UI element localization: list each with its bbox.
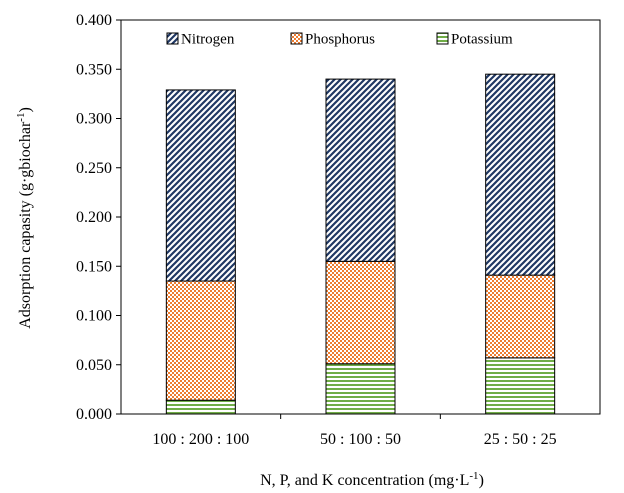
x-axis-label-main: N, P, and K concentration (mg·L [260,472,469,489]
bar-potassium-0 [165,399,236,415]
legend-label-phosphorus: Phosphorus [305,32,375,48]
x-tick-label-2: 25 : 50 : 25 [484,431,557,448]
y-tick-label-1: 0.050 [76,357,112,374]
y-axis-label-main: Adsorption capasity (g·gbiochar [17,121,34,329]
bar-phosphorus-0 [165,280,236,401]
x-axis-label-sup: -1 [469,470,478,482]
y-tick-label-0: 0.000 [76,406,112,423]
y-tick-label-2: 0.100 [76,308,112,325]
x-tick-label-0: 100 : 200 : 100 [152,431,249,448]
bar-phosphorus-1 [325,260,396,365]
y-tick-label-7: 0.350 [76,61,112,78]
y-axis-label-tail: ) [17,107,34,112]
legend-swatch-nitrogen [166,32,179,45]
y-tick-label-4: 0.200 [76,209,112,226]
bar-phosphorus-2 [485,274,556,359]
plot-area: 0.000 0.050 0.100 0.150 0.200 0.250 0.300 0.350… [76,12,601,448]
bar-potassium-2 [485,357,556,415]
y-axis-label: Adsorption capasity (g·gbiochar-1) [15,107,34,329]
legend-swatch-phosphorus [290,32,303,45]
bar-nitrogen-1 [325,78,396,262]
x-axis-label: N, P, and K concentration (mg·L-1) [260,470,484,489]
y-tick-label-5: 0.250 [76,160,112,177]
legend-swatch-potassium [436,32,449,45]
bar-potassium-1 [325,363,396,415]
y-axis-label-sup: -1 [15,113,27,122]
legend-label-nitrogen: Nitrogen [181,32,235,48]
x-tick-label-1: 50 : 100 : 50 [320,431,401,448]
y-tick-label-3: 0.150 [76,258,112,275]
y-tick-label-8: 0.400 [76,12,112,29]
x-axis-label-tail: ) [479,472,484,489]
y-tick-label-6: 0.300 [76,111,112,128]
bar-nitrogen-2 [485,73,556,276]
bar-nitrogen-0 [165,89,236,282]
legend-label-potassium: Potassium [451,32,513,48]
legend: Nitrogen Phosphorus Potassium [166,32,513,48]
